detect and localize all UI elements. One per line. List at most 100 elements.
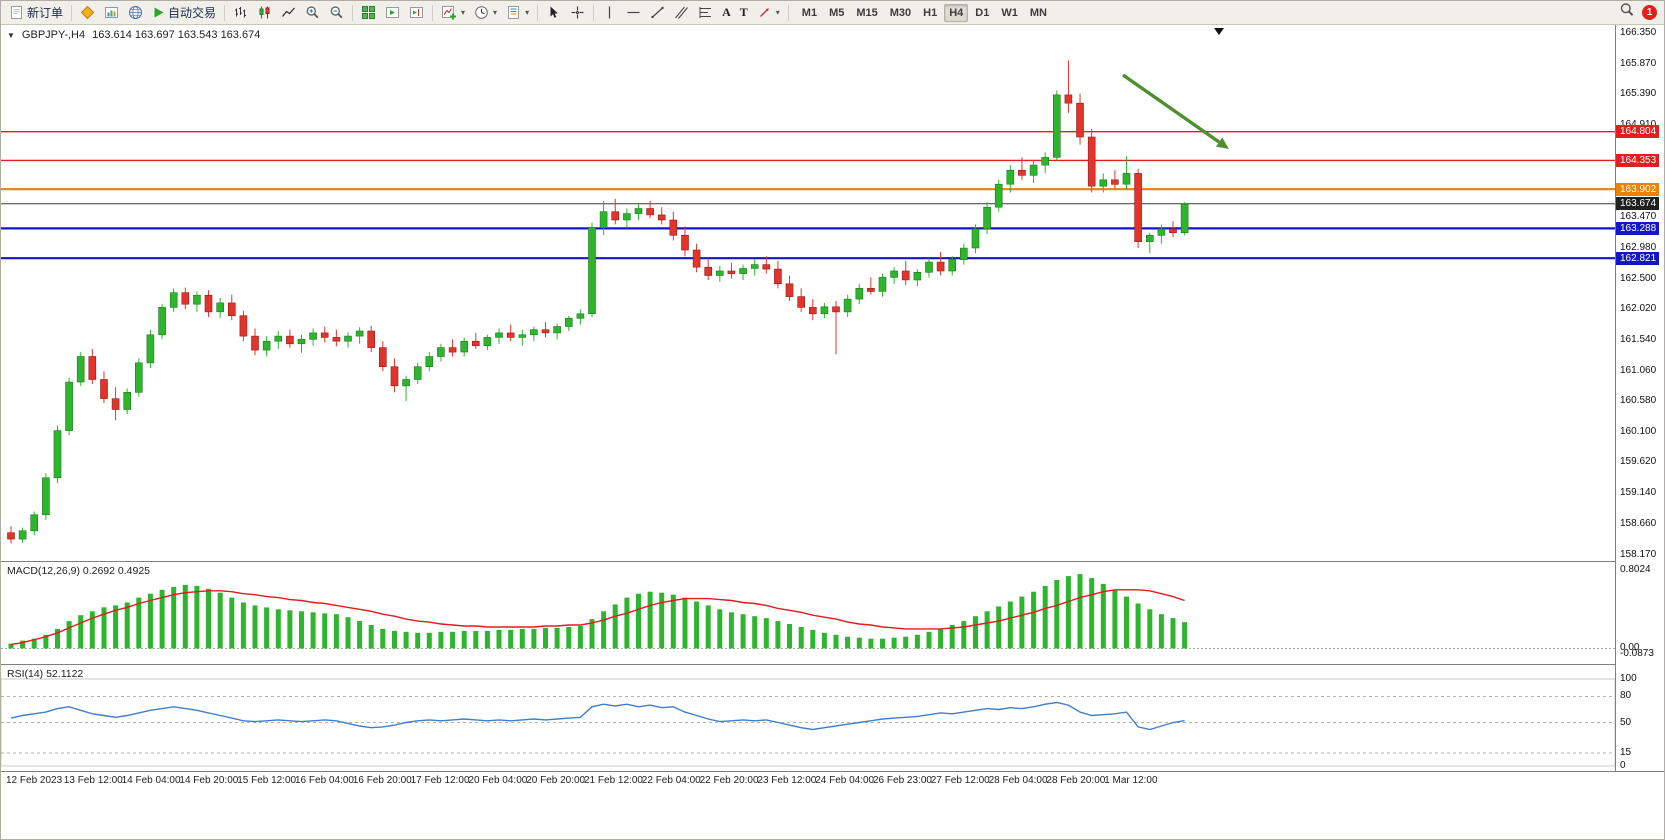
trend-arrow-head (1216, 137, 1229, 149)
x-axis-label: 14 Feb 04:00 (121, 775, 181, 786)
candle (262, 340, 271, 351)
candle (1111, 179, 1119, 185)
website-button[interactable] (124, 2, 147, 24)
candle (901, 270, 910, 281)
timeframe-group: M1 M5 M15 M30 H1 H4 D1 W1 MN (797, 3, 1052, 22)
chart-shift-button[interactable] (405, 2, 428, 24)
zoom-in-button[interactable] (301, 2, 324, 24)
timeframe-button-w1[interactable]: W1 (1001, 6, 1018, 19)
timeframe-button-m5[interactable]: M5 (829, 6, 845, 19)
chart-shift-marker[interactable] (1214, 28, 1224, 35)
tile-windows-icon (362, 6, 376, 19)
candlestick-chart-button[interactable] (253, 2, 276, 24)
crosshair-tool-button[interactable] (566, 2, 589, 24)
candle (657, 214, 666, 221)
line-chart-button[interactable] (277, 2, 300, 24)
candle (588, 227, 596, 315)
price-tag-164.804: 164.804 (1616, 125, 1660, 139)
clock-icon (475, 6, 488, 19)
candle (425, 356, 434, 367)
candle (65, 381, 73, 431)
templates-button[interactable]: ▾ (502, 2, 533, 24)
tile-windows-button[interactable] (357, 2, 380, 24)
candle (1064, 94, 1073, 104)
x-axis-label: 26 Feb 23:00 (873, 775, 932, 786)
x-axis-label: 13 Feb 12:00 (63, 775, 123, 786)
timeframe-button-h1[interactable]: H1 (923, 6, 938, 19)
market-watch-button[interactable] (100, 2, 123, 24)
y-axis-label: 158.170 (1620, 549, 1657, 560)
notification-badge[interactable]: 1 (1642, 5, 1657, 20)
trendline-tool-button[interactable] (646, 2, 669, 24)
x-axis-label: 28 Feb 20:00 (1046, 775, 1106, 786)
arrows-tool-button[interactable]: ▾ (753, 2, 784, 24)
timeframe-button-m30[interactable]: M30 (889, 6, 912, 19)
label-tool-button[interactable]: T (736, 2, 752, 24)
chart-header: ▼ GBPJPY-,H4 163.614 163.697 163.543 163… (7, 29, 260, 41)
search-button[interactable] (1619, 2, 1635, 23)
candle (88, 356, 97, 380)
channel-icon (675, 6, 688, 19)
macd-axis-label: 0.8024 (1620, 564, 1651, 575)
x-axis-label: 14 Feb 20:00 (179, 775, 239, 786)
fibonacci-tool-button[interactable] (694, 2, 717, 24)
timeframe-button-h4[interactable]: H4 (944, 3, 969, 22)
candle (750, 264, 759, 269)
toolbar-separator (593, 4, 595, 21)
timeframe-button-m1[interactable]: M1 (801, 6, 818, 19)
auto-scroll-button[interactable] (381, 2, 404, 24)
pane-divider (1, 771, 1664, 772)
rsi-pane: RSI(14) 52.1122 (1, 665, 1616, 771)
chevron-down-icon: ▾ (525, 8, 530, 17)
chart-menu-icon[interactable]: ▼ (7, 30, 15, 40)
zoom-out-button[interactable] (325, 2, 348, 24)
vertical-line-tool-button[interactable] (598, 2, 621, 24)
candle (1134, 173, 1142, 242)
candle (530, 329, 538, 336)
candle (936, 261, 945, 272)
new-order-button[interactable]: 新订单 (5, 2, 67, 24)
candle (727, 270, 736, 274)
timeframe-button-m15[interactable]: M15 (856, 6, 878, 19)
bar-chart-button[interactable] (229, 2, 252, 24)
candle (169, 292, 178, 308)
rsi-axis-label: 0 (1620, 760, 1626, 771)
candle (599, 211, 608, 228)
pane-divider[interactable] (1, 561, 1664, 562)
candle (890, 270, 898, 278)
rsi-axis-label: 80 (1620, 690, 1632, 702)
candle (634, 208, 643, 214)
metaeditor-button[interactable] (76, 2, 99, 24)
candle (158, 307, 166, 336)
price-tag-164.353: 164.353 (1616, 153, 1660, 167)
periods-button[interactable]: ▾ (470, 2, 501, 24)
cursor-tool-button[interactable] (542, 2, 565, 24)
rsi-chart-canvas[interactable] (1, 665, 1616, 771)
y-axis-label: 159.620 (1620, 456, 1657, 468)
horizontal-line-tool-button[interactable] (622, 2, 645, 24)
rsi-axis-label: 50 (1620, 716, 1632, 728)
y-axis-label: 165.390 (1620, 88, 1657, 100)
indicators-button[interactable]: ▾ (437, 2, 469, 24)
candle (355, 330, 364, 337)
toolbar-separator (224, 4, 226, 21)
cursor-icon (550, 6, 558, 18)
y-axis-label: 163.470 (1620, 210, 1657, 222)
text-tool-icon: A (722, 5, 731, 19)
channel-tool-button[interactable] (670, 2, 693, 24)
price-chart-canvas[interactable] (1, 25, 1615, 561)
text-tool-button[interactable]: A (718, 2, 735, 24)
candle (739, 268, 747, 274)
candle (1018, 169, 1026, 176)
macd-chart-canvas[interactable] (1, 562, 1615, 664)
pane-divider[interactable] (1, 664, 1664, 665)
price-tag-163.288: 163.288 (1616, 221, 1660, 235)
candle (30, 514, 39, 532)
candle (483, 337, 492, 346)
candle (123, 391, 131, 410)
timeframe-button-d1[interactable]: D1 (975, 6, 990, 19)
trend-arrow-annotation[interactable] (1122, 73, 1221, 144)
candle (437, 347, 445, 357)
autotrading-button[interactable]: 自动交易 (148, 2, 220, 24)
timeframe-button-mn[interactable]: MN (1029, 6, 1047, 19)
